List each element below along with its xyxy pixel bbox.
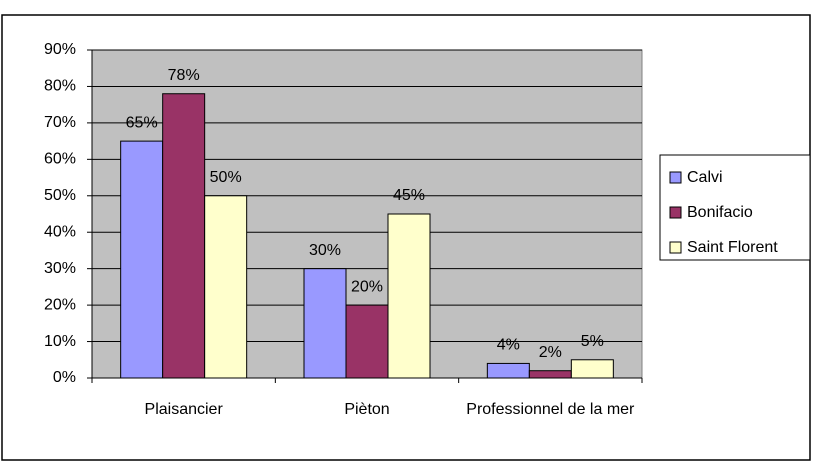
data-label: 30% — [309, 242, 341, 259]
bar — [528, 370, 572, 379]
x-tick-label: Plaisancier — [144, 401, 223, 418]
legend-box — [659, 154, 811, 261]
y-tick-label: 70% — [44, 114, 76, 131]
data-label: 78% — [168, 67, 200, 84]
bar — [387, 213, 431, 379]
data-label: 20% — [351, 278, 383, 295]
legend-swatch — [669, 241, 682, 254]
bar — [345, 304, 389, 379]
y-tick-label: 30% — [44, 260, 76, 277]
y-tick-label: 60% — [44, 151, 76, 168]
x-tick-label: Professionnel de la mer — [466, 401, 635, 418]
y-tick-label: 90% — [44, 41, 76, 58]
data-label: 50% — [210, 169, 242, 186]
data-label: 2% — [539, 344, 562, 361]
bar — [486, 362, 530, 379]
y-tick-label: 20% — [44, 296, 76, 313]
x-tick-label: Pièton — [344, 401, 390, 418]
y-tick-label: 10% — [44, 333, 76, 350]
data-label: 5% — [581, 333, 604, 350]
legend-label: Calvi — [687, 169, 723, 186]
bar — [303, 268, 347, 379]
bar — [204, 195, 248, 379]
legend-swatch — [669, 206, 682, 219]
data-label: 4% — [497, 337, 520, 354]
bar — [162, 93, 206, 379]
data-label: 45% — [393, 187, 425, 204]
bar — [570, 359, 614, 379]
y-tick-label: 0% — [53, 369, 76, 386]
data-label: 65% — [126, 114, 158, 131]
y-tick-label: 40% — [44, 223, 76, 240]
bar — [120, 140, 164, 379]
legend-swatch — [669, 171, 682, 184]
y-tick-label: 80% — [44, 78, 76, 95]
legend-label: Saint Florent — [687, 239, 778, 256]
y-tick-label: 50% — [44, 187, 76, 204]
legend-label: Bonifacio — [687, 204, 753, 221]
